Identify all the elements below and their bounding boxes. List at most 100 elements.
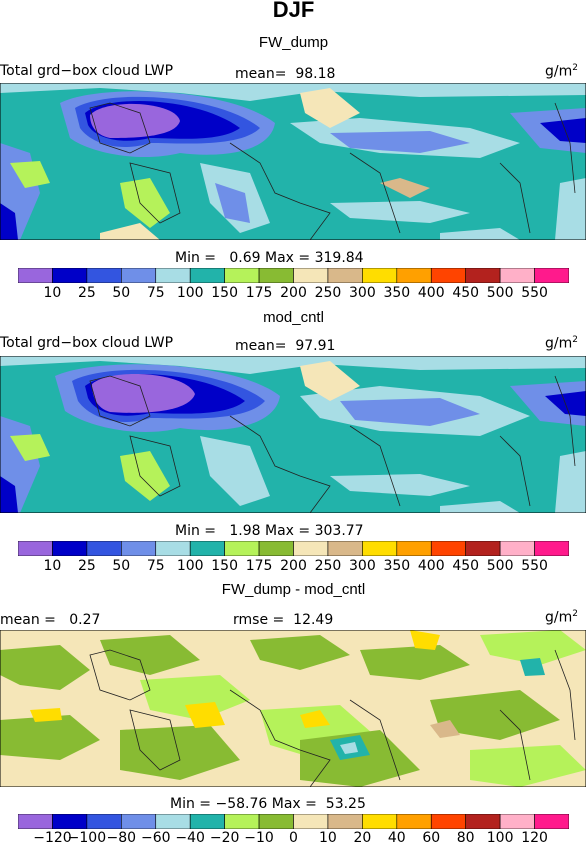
- panel-3-rmse-value: 12.49: [293, 612, 334, 628]
- colorbar-3-tick-label: 80: [456, 830, 475, 846]
- colorbar-3-swatch: [430, 814, 466, 829]
- colorbar-2-tick-label: 350: [383, 558, 411, 574]
- figure-title: DJF: [272, 0, 315, 22]
- colorbar-2-swatch: [396, 541, 432, 556]
- colorbar-3-tick-label: −80: [106, 830, 137, 846]
- colorbar-3-tick-label: −20: [209, 830, 240, 846]
- colorbar-3-tick-label: 100: [486, 830, 514, 846]
- colorbar-2-tick-label: 150: [211, 558, 238, 574]
- panel-3-rmse-label: rmse = 12.49: [233, 612, 334, 628]
- colorbar-2-tick-label: 200: [280, 558, 307, 574]
- colorbar-3-tick-label: −60: [140, 830, 171, 846]
- colorbar-3-swatch: [155, 814, 191, 829]
- panel-2-min-max: Min = 1.98 Max = 303.77: [175, 523, 364, 539]
- colorbar-1: [18, 268, 569, 283]
- colorbar-2-tick-label: 500: [486, 558, 514, 574]
- panel-2-variable-label: Total grd−box cloud LWP: [0, 335, 174, 351]
- colorbar-1-tick-label: 350: [383, 285, 411, 301]
- colorbar-3-swatch: [52, 814, 88, 829]
- colorbar-3-tick-label: 0: [289, 830, 298, 846]
- colorbar-2-tick-label: 400: [417, 558, 445, 574]
- colorbar-3-swatch: [121, 814, 157, 829]
- colorbar-3-tick-label: −100: [67, 830, 107, 846]
- panel-1-min-max: Min = 0.69 Max = 319.84: [175, 250, 364, 266]
- panel-2-mean-value: 97.91: [295, 338, 336, 354]
- colorbar-3-swatch: [224, 814, 260, 829]
- colorbar-1-tick-label: 250: [314, 285, 342, 301]
- panel-2-title: mod_cntl: [263, 309, 324, 326]
- colorbar-1-swatch: [396, 268, 432, 283]
- colorbar-1-swatch: [52, 268, 88, 283]
- colorbar-1-swatch: [18, 268, 53, 283]
- colorbar-1-tick-label: 25: [77, 285, 96, 301]
- colorbar-1-ticks: 10 25 50 75 100 150 175 200 250 300 350 400 450 500 55…: [0, 285, 587, 301]
- colorbar-1-swatch: [327, 268, 363, 283]
- colorbar-2-swatch: [189, 541, 225, 556]
- colorbar-3-swatch: [189, 814, 225, 829]
- colorbar-1-tick-label: 200: [280, 285, 307, 301]
- panel-3-mean-value: 0.27: [69, 612, 101, 628]
- colorbar-2-tick-label: 25: [77, 558, 96, 574]
- colorbar-3-tick-label: 120: [521, 830, 548, 846]
- colorbar-1-swatch: [534, 268, 569, 283]
- colorbar-1-swatch: [189, 268, 225, 283]
- colorbar-2-tick-label: 75: [146, 558, 165, 574]
- colorbar-2-tick-label: 550: [521, 558, 548, 574]
- colorbar-1-tick-label: 400: [417, 285, 445, 301]
- panel-3-unit: g/m2: [545, 609, 578, 626]
- panel-3-min-value: −58.76: [215, 796, 268, 812]
- panel-3-title: FW_dump - mod_cntl: [221, 581, 366, 598]
- colorbar-2-swatch: [18, 541, 53, 556]
- panel-1-mean-value: 98.18: [295, 66, 336, 82]
- colorbar-1-tick-label: 75: [146, 285, 165, 301]
- panel-3-min-max: Min = −58.76 Max = 53.25: [170, 796, 366, 812]
- colorbar-1-tick-label: 550: [521, 285, 548, 301]
- colorbar-2-swatch: [327, 541, 363, 556]
- colorbar-1-swatch: [224, 268, 260, 283]
- colorbar-2-swatch: [52, 541, 88, 556]
- panel-3-mean-label: mean = 0.27: [0, 612, 101, 628]
- colorbar-2-swatch: [155, 541, 191, 556]
- colorbar-1-tick-label: 450: [452, 285, 480, 301]
- colorbar-1-tick-label: 100: [176, 285, 204, 301]
- colorbar-1-swatch: [155, 268, 191, 283]
- colorbar-2-swatch: [430, 541, 466, 556]
- colorbar-1-tick-label: 10: [43, 285, 62, 301]
- panel-2-min-value: 1.98: [229, 523, 261, 539]
- colorbar-3-tick-label: 40: [387, 830, 406, 846]
- colorbar-2-swatch: [534, 541, 569, 556]
- colorbar-1-swatch: [86, 268, 122, 283]
- panel-2-unit: g/m2: [545, 335, 578, 352]
- colorbar-2-swatch: [465, 541, 501, 556]
- colorbar-2-swatch: [362, 541, 398, 556]
- colorbar-3-swatch: [18, 814, 53, 829]
- colorbar-1-tick-label: 500: [486, 285, 514, 301]
- colorbar-2-swatch: [224, 541, 260, 556]
- colorbar-2-swatch: [293, 541, 329, 556]
- colorbar-1-tick-label: 50: [112, 285, 131, 301]
- panel-1-map: [0, 83, 586, 240]
- panel-1-variable-label: Total grd−box cloud LWP: [0, 63, 174, 79]
- colorbar-2-tick-label: 10: [43, 558, 62, 574]
- colorbar-2-tick-label: 100: [176, 558, 204, 574]
- colorbar-3-tick-label: 10: [319, 830, 337, 846]
- colorbar-1-tick-label: 175: [245, 285, 273, 301]
- colorbar-2-swatch: [258, 541, 294, 556]
- colorbar-1-swatch: [258, 268, 294, 283]
- colorbar-3-swatch: [534, 814, 569, 829]
- colorbar-3-swatch: [258, 814, 294, 829]
- colorbar-3-tick-label: 60: [422, 830, 441, 846]
- panel-2-mean-label: mean= 97.91: [235, 338, 336, 354]
- colorbar-3-tick-label: 20: [353, 830, 372, 846]
- colorbar-2-tick-label: 450: [452, 558, 480, 574]
- colorbar-2-tick-label: 300: [349, 558, 376, 574]
- colorbar-1-swatch: [362, 268, 398, 283]
- colorbar-3-tick-label: −10: [244, 830, 274, 846]
- panel-1-max-value: 319.84: [314, 250, 364, 266]
- colorbar-3-swatch: [465, 814, 501, 829]
- colorbar-1-tick-label: 150: [211, 285, 238, 301]
- panel-1-unit: g/m2: [545, 63, 578, 80]
- colorbar-2-swatch: [499, 541, 535, 556]
- panel-3-map: [0, 630, 586, 787]
- colorbar-3-swatch: [327, 814, 363, 829]
